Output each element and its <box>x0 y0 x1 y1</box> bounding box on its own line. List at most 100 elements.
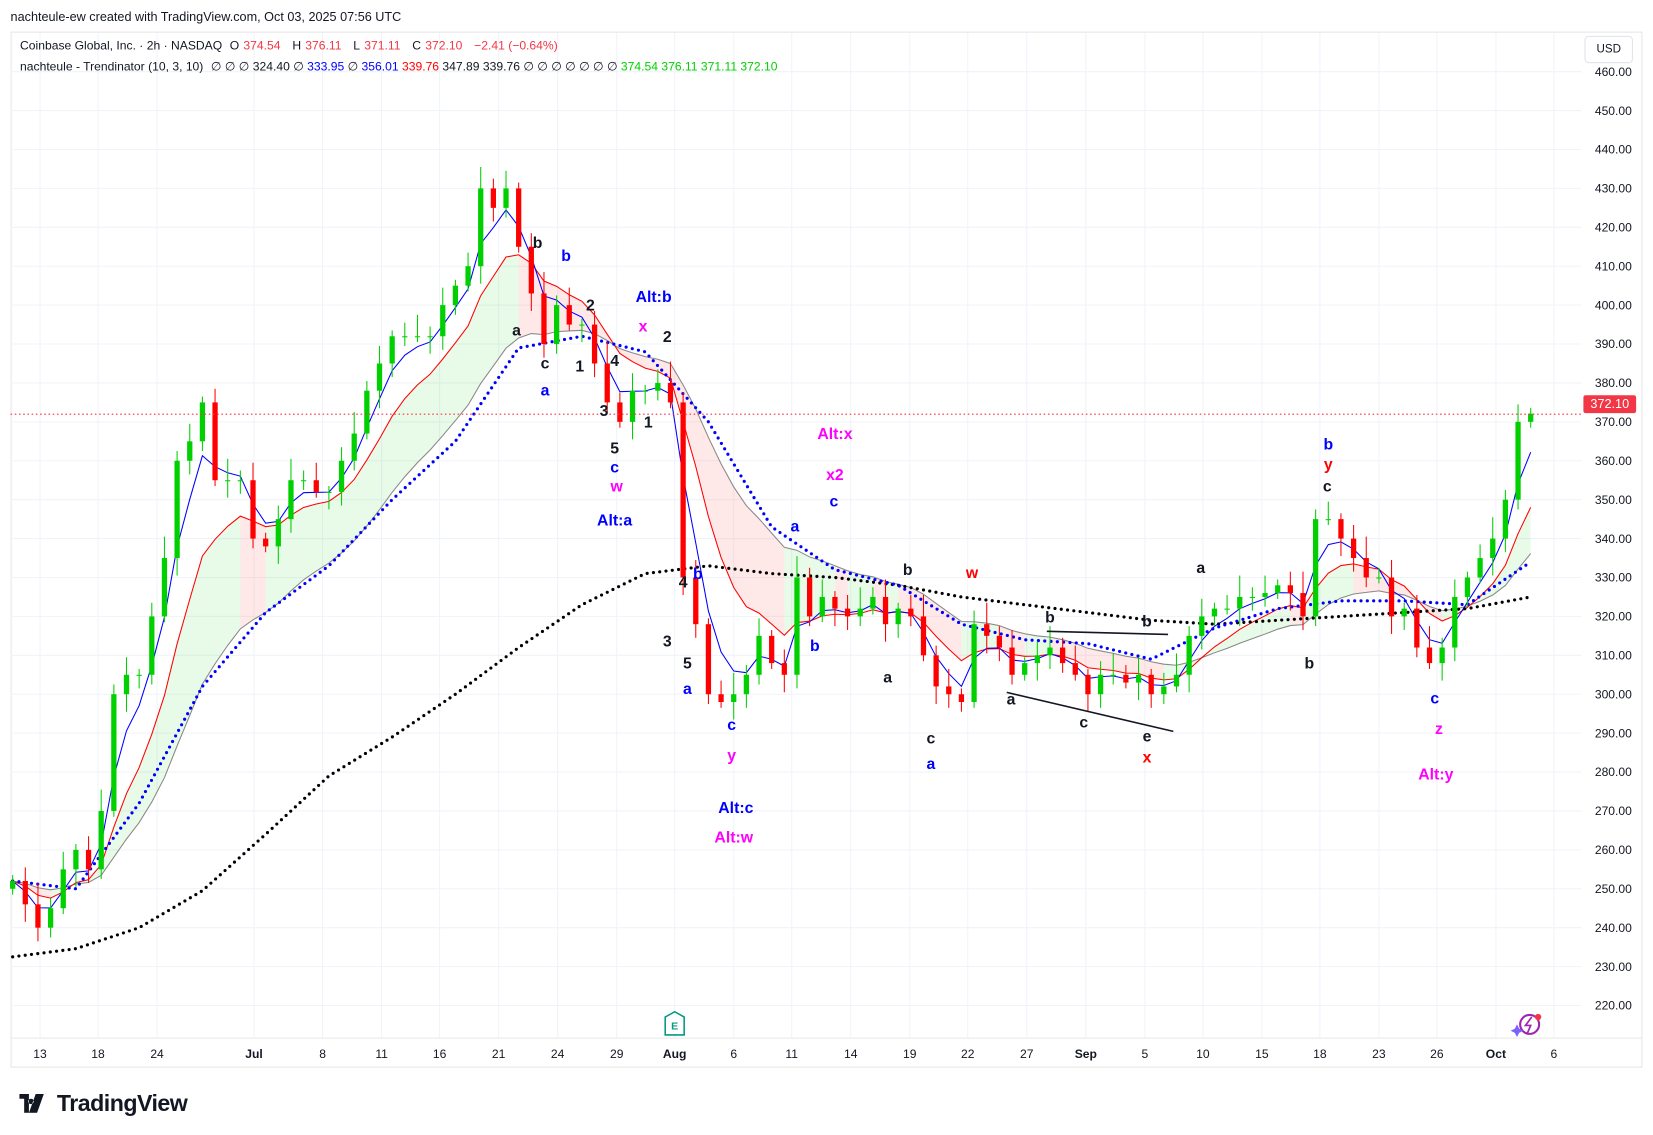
candle-body <box>212 402 218 481</box>
band-fill <box>50 887 64 899</box>
candle <box>47 898 54 938</box>
candle-body <box>10 880 16 889</box>
tradingview-logo[interactable]: TradingView <box>13 1090 188 1117</box>
lightning-icon[interactable] <box>1510 1013 1542 1038</box>
candle <box>440 287 446 350</box>
trendline-drawings <box>1006 630 1174 733</box>
candle-body <box>275 519 281 547</box>
band-fill <box>480 276 494 384</box>
time-tick-label: 5 <box>1141 1047 1148 1061</box>
candle <box>60 851 66 915</box>
band-fill <box>1239 622 1253 644</box>
time-tick-label: 22 <box>961 1047 975 1061</box>
candle-body <box>756 635 762 675</box>
band-fill <box>404 384 418 477</box>
price-tick-label: 370.00 <box>1595 415 1632 429</box>
candle <box>718 680 724 708</box>
candle-body <box>680 402 686 578</box>
time-tick-label: Sep <box>1075 1047 1097 1061</box>
candle-body <box>1275 585 1281 594</box>
candle <box>629 373 636 440</box>
band-fill <box>721 463 734 588</box>
candle-body <box>225 480 231 482</box>
candle <box>844 595 851 631</box>
band-fill <box>1062 639 1076 661</box>
candle-body <box>1388 577 1395 617</box>
candle-body <box>1034 655 1040 664</box>
candle <box>579 318 585 343</box>
band-fill <box>708 437 722 558</box>
time-tick-label: 24 <box>551 1047 565 1061</box>
band-fill <box>177 599 190 746</box>
candle-body <box>832 596 838 609</box>
candle-body <box>769 635 775 664</box>
wave-label: c <box>610 458 619 477</box>
band-fill <box>240 516 254 629</box>
band-fill <box>733 486 747 607</box>
time-tick-label: 15 <box>1255 1047 1269 1061</box>
candle-body <box>1224 608 1230 610</box>
wave-label: 3 <box>599 402 609 420</box>
band-fill <box>860 574 873 614</box>
candle <box>1123 665 1129 689</box>
wave-label: Alt:y <box>1418 765 1454 784</box>
candle <box>1022 657 1028 681</box>
ohlc-close-label: C <box>412 40 422 53</box>
indicator-value: ∅ <box>589 61 604 74</box>
candle-body <box>1325 519 1331 521</box>
band-fill <box>1340 563 1354 599</box>
price-tick-label: 250.00 <box>1595 882 1632 896</box>
price-tick-label: 350.00 <box>1595 493 1632 507</box>
band-fill <box>670 363 684 423</box>
candle <box>920 595 927 662</box>
wave-label: b <box>532 234 543 253</box>
earnings-badge-label: E <box>671 1021 678 1033</box>
band-fill <box>354 459 367 541</box>
candle <box>199 396 206 452</box>
candle-body <box>604 363 610 403</box>
band-fill <box>215 526 228 664</box>
band-fill <box>253 521 266 620</box>
band-fill <box>822 560 835 616</box>
candle <box>680 392 686 596</box>
candle-body <box>1426 647 1433 664</box>
indicator-legend[interactable]: nachteule - Trendinator (10, 3, 10) ∅ ∅ … <box>20 59 782 74</box>
candle <box>1034 641 1040 681</box>
candle-body <box>705 624 712 695</box>
band-fill <box>113 793 127 858</box>
band-fill <box>417 374 431 463</box>
price-tick-label: 320.00 <box>1595 610 1632 624</box>
candle-body <box>1300 593 1306 617</box>
price-tick-label: 340.00 <box>1595 532 1632 546</box>
time-tick-label: 11 <box>785 1047 798 1061</box>
wave-label: x <box>638 317 648 336</box>
ohlc-open-label: O <box>229 40 240 53</box>
symbol-name[interactable]: Coinbase Global, Inc. · 2h · NASDAQ <box>20 40 223 53</box>
candle-body <box>566 305 572 325</box>
price-tick-label: 290.00 <box>1595 726 1632 740</box>
candle <box>1325 501 1331 525</box>
earnings-badge-icon[interactable]: E <box>664 1010 685 1036</box>
indicator-value: ∅ <box>603 61 618 74</box>
candle <box>1477 544 1483 584</box>
band-fill <box>759 518 772 625</box>
candle-body <box>996 635 1003 648</box>
band-fill <box>986 623 1000 650</box>
price-change: −2.41 (−0.64%) <box>474 40 558 53</box>
indicator-name[interactable]: nachteule - Trendinator (10, 3, 10) <box>20 61 204 74</box>
price-tick-label: 270.00 <box>1595 804 1632 818</box>
tradingview-logo-icon <box>19 1093 44 1113</box>
candle <box>971 610 977 708</box>
wave-label: w <box>965 564 979 583</box>
symbol-legend[interactable]: Coinbase Global, Inc. · 2h · NASDAQ O 374… <box>20 40 562 53</box>
currency-button[interactable]: USD <box>1584 35 1633 64</box>
candle <box>1009 630 1015 685</box>
candle-body <box>819 596 825 617</box>
band-fill <box>936 603 949 650</box>
band-fill <box>1151 661 1164 680</box>
candle-body <box>1097 674 1104 695</box>
band-fill <box>518 254 532 338</box>
candle <box>313 462 319 498</box>
indicator-value: 333.95 <box>303 61 345 74</box>
